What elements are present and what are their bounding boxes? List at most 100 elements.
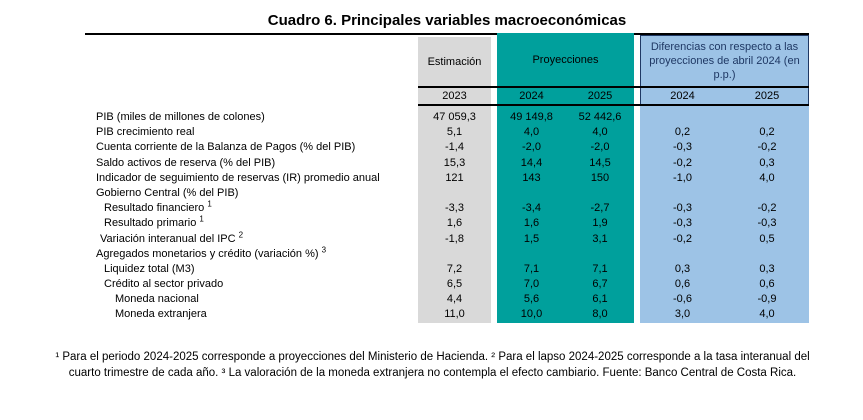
cell-proyeccion-2024: 1,6 <box>523 217 540 230</box>
table-row: Liquidez total (M3) 7,2 7,1 7,1 0,3 0,3 <box>85 262 809 277</box>
year-label-proyeccion-2025: 2025 <box>587 90 613 102</box>
cell-estimacion-2023: 6,5 <box>446 278 463 291</box>
row-label: Resultado financiero 1 <box>85 199 418 216</box>
header-proyecciones: Proyecciones <box>532 53 599 66</box>
cell-proyeccion-2025: -2,7 <box>590 202 610 215</box>
cell-proyeccion-2025: -2,0 <box>590 141 610 154</box>
row-label: Gobierno Central (% del PIB) <box>85 186 418 201</box>
cell-diferencia-2024: 0,2 <box>674 126 691 139</box>
row-label: PIB crecimiento real <box>85 125 418 140</box>
cell-proyeccion-2024: 14,4 <box>520 156 543 169</box>
row-label: Saldo activos de reserva (% del PIB) <box>85 156 418 171</box>
footnote: ¹ Para el periodo 2024-2025 corresponde … <box>55 351 810 380</box>
cell-proyeccion-2024: 5,6 <box>523 293 540 306</box>
cell-proyeccion-2025: 6,7 <box>592 278 608 291</box>
row-label-text: Crédito al sector privado <box>104 278 224 291</box>
row-label: Liquidez total (M3) <box>85 262 418 277</box>
row-label-text: Moneda nacional <box>115 293 199 306</box>
row-label-superscript: 3 <box>321 245 327 255</box>
cell-diferencia-2024: -1,0 <box>673 171 692 184</box>
row-label-text: Liquidez total (M3) <box>104 262 195 275</box>
cell-estimacion-2023: -3,3 <box>445 202 464 215</box>
row-label-text: Agregados monetarios y crédito (variació… <box>96 247 322 260</box>
year-label-diferencia-2024: 2024 <box>670 90 695 102</box>
cell-estimacion-2023: 7,2 <box>446 262 463 275</box>
cell-proyeccion-2025: 7,1 <box>592 262 608 275</box>
row-label: Indicador de seguimiento de reservas (IR… <box>85 171 418 186</box>
cell-proyeccion-2025: 14,5 <box>589 156 611 169</box>
row-label-text: PIB crecimiento real <box>96 126 195 139</box>
cell-proyeccion-2025 <box>566 247 634 262</box>
cell-estimacion-2023: 4,4 <box>446 293 463 306</box>
row-label-text: Cuenta corriente de la Balanza de Pagos … <box>96 141 356 154</box>
cell-diferencia-2025: 0,2 <box>759 126 775 139</box>
cell-estimacion-2023: 15,3 <box>443 156 466 169</box>
estimacion-column-band <box>418 37 491 323</box>
row-label: Agregados monetarios y crédito (variació… <box>85 245 418 262</box>
cell-diferencia-2024: 0,3 <box>674 262 691 275</box>
cell-estimacion-2023: 1,6 <box>446 217 463 230</box>
cell-diferencia-2024 <box>640 110 725 125</box>
row-label-text: Moneda extranjera <box>115 308 207 321</box>
cell-proyeccion-2024: 10,0 <box>520 308 543 321</box>
cell-proyeccion-2025: 8,0 <box>592 308 608 321</box>
cell-proyeccion-2024: 7,1 <box>523 262 540 275</box>
cell-diferencia-2025: 0,3 <box>759 262 775 275</box>
row-label: Crédito al sector privado <box>85 277 418 292</box>
cell-proyeccion-2025: 6,1 <box>592 293 608 306</box>
row-label: Moneda nacional <box>85 292 418 307</box>
row-label-text: Resultado primario <box>104 217 200 230</box>
cell-diferencia-2024 <box>640 186 725 201</box>
table-row: Variación interanual del IPC 2 -1,8 1,5 … <box>85 230 809 247</box>
cell-proyeccion-2024: 1,5 <box>523 232 540 245</box>
cell-proyeccion-2025: 4,0 <box>592 126 608 139</box>
table-row: Indicador de seguimiento de reservas (IR… <box>85 171 809 186</box>
cell-diferencia-2025 <box>725 247 809 262</box>
year-label-proyeccion-2024: 2024 <box>519 90 544 102</box>
cell-diferencia-2024: -0,3 <box>673 141 692 154</box>
table-row: Agregados monetarios y crédito (variació… <box>85 245 809 262</box>
cell-diferencia-2025: 0,6 <box>759 278 775 291</box>
cell-estimacion-2023: 47 059,3 <box>433 111 476 123</box>
row-label-text: PIB (miles de millones de colones) <box>96 111 265 123</box>
cell-diferencia-2025: -0,2 <box>757 141 777 154</box>
cell-diferencia-2025: -0,9 <box>757 293 777 306</box>
cell-proyeccion-2024: 7,0 <box>523 278 540 291</box>
cell-diferencia-2024: 3,0 <box>674 308 691 321</box>
table-row: PIB (miles de millones de colones) 47 05… <box>85 110 809 125</box>
cell-estimacion-2023: -1,4 <box>445 141 464 154</box>
cell-estimacion-2023: 121 <box>445 171 464 184</box>
year-label-estimacion-2023: 2023 <box>442 90 467 102</box>
cell-diferencia-2024: -0,3 <box>673 217 692 230</box>
cell-estimacion-2023 <box>418 247 491 262</box>
table-row: PIB crecimiento real 5,1 4,0 4,0 0,2 0,2 <box>85 125 809 140</box>
table-row: Moneda extranjera 11,0 10,0 8,0 3,0 4,0 <box>85 307 809 322</box>
cell-diferencia-2024: -0,6 <box>673 293 692 306</box>
cell-diferencia-2025: 4,0 <box>759 171 775 184</box>
row-label: Resultado primario 1 <box>85 215 418 231</box>
cell-diferencia-2024: 0,6 <box>674 278 691 291</box>
row-label: Cuenta corriente de la Balanza de Pagos … <box>85 140 418 155</box>
header-diferencias: Diferencias con respecto a las proyeccio… <box>649 40 800 82</box>
cell-proyeccion-2024: -3,4 <box>522 202 541 215</box>
cell-diferencia-2025: -0,2 <box>757 202 777 215</box>
table-row: Resultado financiero 1 -3,3 -3,4 -2,7 -0… <box>85 199 809 216</box>
cell-proyeccion-2025: 52 442,6 <box>578 111 622 123</box>
cell-estimacion-2023: -1,8 <box>445 232 464 245</box>
cell-proyeccion-2025: 1,9 <box>592 217 608 230</box>
table-top-border <box>85 33 809 35</box>
cell-diferencia-2025: -0,3 <box>757 217 777 230</box>
row-label: Variación interanual del IPC 2 <box>85 230 418 247</box>
cell-proyeccion-2024 <box>497 186 566 201</box>
row-label-text: Gobierno Central (% del PIB) <box>96 186 239 199</box>
cell-diferencia-2025 <box>725 110 809 125</box>
row-label-superscript: 1 <box>207 199 212 209</box>
table-row: Gobierno Central (% del PIB) <box>85 186 809 201</box>
cell-proyeccion-2024: -2,0 <box>522 141 541 154</box>
cell-estimacion-2023: 11,0 <box>444 308 465 321</box>
cell-diferencia-2024: -0,2 <box>673 232 692 245</box>
table-row: Saldo activos de reserva (% del PIB) 15,… <box>85 156 809 171</box>
table-title: Cuadro 6. Principales variables macroeco… <box>267 12 627 29</box>
proyecciones-column-band <box>497 33 634 323</box>
